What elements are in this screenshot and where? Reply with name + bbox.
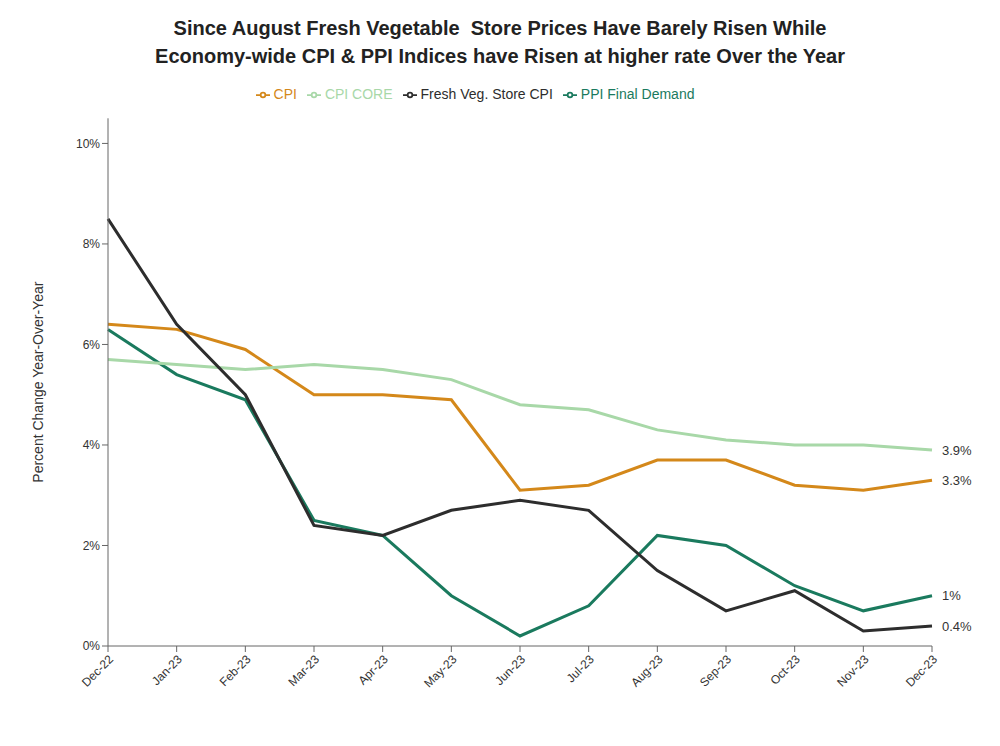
svg-text:Feb-23: Feb-23 (217, 652, 254, 689)
svg-text:Mar-23: Mar-23 (285, 652, 322, 689)
svg-text:6%: 6% (83, 338, 101, 352)
html-text:CPI CORE: CPI CORE (324, 86, 393, 102)
svg-text:10%: 10% (76, 137, 100, 151)
svg-text:May-23: May-23 (421, 652, 459, 690)
html-text:Since August Fresh Vegetable S: Since August Fresh Vegetable Store Price… (173, 17, 827, 39)
svg-text:4%: 4% (83, 438, 101, 452)
svg-text:0%: 0% (83, 639, 101, 653)
svg-text:Dec-23: Dec-23 (903, 652, 940, 689)
svg-text:Apr-23: Apr-23 (355, 652, 391, 688)
svg-text:Oct-23: Oct-23 (767, 652, 803, 688)
svg-text:8%: 8% (83, 237, 101, 251)
svg-text:3.9%: 3.9% (942, 443, 972, 458)
svg-text:Percent Change Year-Over-Year: Percent Change Year-Over-Year (30, 281, 46, 482)
html-text:Fresh Veg. Store CPI: Fresh Veg. Store CPI (420, 86, 553, 102)
svg-text:Jun-23: Jun-23 (492, 652, 528, 688)
html-text:Economy-wide CPI & PPI Indices: Economy-wide CPI & PPI Indices have Rise… (155, 45, 845, 67)
svg-text:0.4%: 0.4% (942, 619, 972, 634)
svg-text:Sep-23: Sep-23 (697, 652, 734, 689)
svg-text:3.3%: 3.3% (942, 473, 972, 488)
html-text:CPI: CPI (273, 86, 297, 102)
svg-text:Jul-23: Jul-23 (564, 652, 597, 685)
svg-text:2%: 2% (83, 539, 101, 553)
svg-text:Dec-22: Dec-22 (79, 652, 116, 689)
svg-text:Jan-23: Jan-23 (149, 652, 185, 688)
svg-text:Nov-23: Nov-23 (834, 652, 871, 689)
svg-text:Aug-23: Aug-23 (628, 652, 665, 689)
svg-text:1%: 1% (942, 588, 961, 603)
html-text:PPI Final Demand: PPI Final Demand (580, 86, 695, 102)
